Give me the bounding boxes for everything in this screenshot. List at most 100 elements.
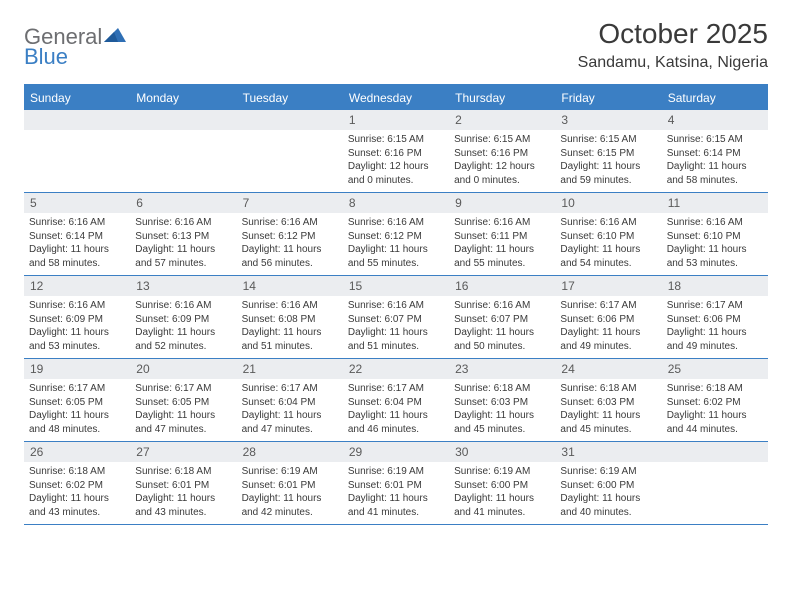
day-content: Sunrise: 6:18 AMSunset: 6:01 PMDaylight:… — [130, 462, 236, 524]
daylight-text: Daylight: 12 hours and 0 minutes. — [348, 160, 444, 187]
sunrise-text: Sunrise: 6:18 AM — [454, 382, 550, 396]
day-content: Sunrise: 6:19 AMSunset: 6:01 PMDaylight:… — [343, 462, 449, 524]
day-content: Sunrise: 6:15 AMSunset: 6:16 PMDaylight:… — [449, 130, 555, 192]
day-number: 31 — [555, 442, 661, 462]
page-header: General October 2025 Sandamu, Katsina, N… — [24, 18, 768, 72]
sunset-text: Sunset: 6:16 PM — [348, 147, 444, 161]
sunrise-text: Sunrise: 6:16 AM — [29, 216, 125, 230]
daylight-text: Daylight: 11 hours and 49 minutes. — [667, 326, 763, 353]
day-content: Sunrise: 6:16 AMSunset: 6:12 PMDaylight:… — [343, 213, 449, 275]
week-row: 19Sunrise: 6:17 AMSunset: 6:05 PMDayligh… — [24, 359, 768, 442]
day-cell: 15Sunrise: 6:16 AMSunset: 6:07 PMDayligh… — [343, 276, 449, 358]
daylight-text: Daylight: 11 hours and 51 minutes. — [348, 326, 444, 353]
daylight-text: Daylight: 11 hours and 49 minutes. — [560, 326, 656, 353]
day-number: 6 — [130, 193, 236, 213]
day-number-empty — [237, 110, 343, 130]
daylight-text: Daylight: 11 hours and 51 minutes. — [242, 326, 338, 353]
day-number: 24 — [555, 359, 661, 379]
day-content: Sunrise: 6:17 AMSunset: 6:04 PMDaylight:… — [343, 379, 449, 441]
day-content: Sunrise: 6:16 AMSunset: 6:07 PMDaylight:… — [343, 296, 449, 358]
daylight-text: Daylight: 11 hours and 45 minutes. — [454, 409, 550, 436]
sunrise-text: Sunrise: 6:17 AM — [135, 382, 231, 396]
day-cell: 28Sunrise: 6:19 AMSunset: 6:01 PMDayligh… — [237, 442, 343, 524]
day-header-saturday: Saturday — [662, 86, 768, 110]
day-cell: 22Sunrise: 6:17 AMSunset: 6:04 PMDayligh… — [343, 359, 449, 441]
sunset-text: Sunset: 6:10 PM — [667, 230, 763, 244]
sunset-text: Sunset: 6:12 PM — [348, 230, 444, 244]
day-cell: 20Sunrise: 6:17 AMSunset: 6:05 PMDayligh… — [130, 359, 236, 441]
day-content: Sunrise: 6:18 AMSunset: 6:02 PMDaylight:… — [24, 462, 130, 524]
sunset-text: Sunset: 6:03 PM — [560, 396, 656, 410]
calendar-page: General October 2025 Sandamu, Katsina, N… — [0, 0, 792, 543]
daylight-text: Daylight: 11 hours and 45 minutes. — [560, 409, 656, 436]
sunrise-text: Sunrise: 6:19 AM — [560, 465, 656, 479]
day-content: Sunrise: 6:18 AMSunset: 6:03 PMDaylight:… — [555, 379, 661, 441]
sunset-text: Sunset: 6:13 PM — [135, 230, 231, 244]
day-number: 3 — [555, 110, 661, 130]
sunrise-text: Sunrise: 6:17 AM — [348, 382, 444, 396]
week-row: 1Sunrise: 6:15 AMSunset: 6:16 PMDaylight… — [24, 110, 768, 193]
day-number: 1 — [343, 110, 449, 130]
daylight-text: Daylight: 11 hours and 54 minutes. — [560, 243, 656, 270]
day-content: Sunrise: 6:15 AMSunset: 6:16 PMDaylight:… — [343, 130, 449, 192]
day-content: Sunrise: 6:17 AMSunset: 6:04 PMDaylight:… — [237, 379, 343, 441]
day-number: 29 — [343, 442, 449, 462]
daylight-text: Daylight: 11 hours and 46 minutes. — [348, 409, 444, 436]
day-number: 23 — [449, 359, 555, 379]
sunset-text: Sunset: 6:07 PM — [454, 313, 550, 327]
day-header-wednesday: Wednesday — [343, 86, 449, 110]
sunset-text: Sunset: 6:07 PM — [348, 313, 444, 327]
day-number: 2 — [449, 110, 555, 130]
day-cell: 21Sunrise: 6:17 AMSunset: 6:04 PMDayligh… — [237, 359, 343, 441]
day-cell: 11Sunrise: 6:16 AMSunset: 6:10 PMDayligh… — [662, 193, 768, 275]
day-content: Sunrise: 6:17 AMSunset: 6:05 PMDaylight:… — [24, 379, 130, 441]
daylight-text: Daylight: 11 hours and 59 minutes. — [560, 160, 656, 187]
day-number: 5 — [24, 193, 130, 213]
day-number: 15 — [343, 276, 449, 296]
day-cell: 25Sunrise: 6:18 AMSunset: 6:02 PMDayligh… — [662, 359, 768, 441]
daylight-text: Daylight: 11 hours and 56 minutes. — [242, 243, 338, 270]
day-header-row: Sunday Monday Tuesday Wednesday Thursday… — [24, 86, 768, 110]
sunset-text: Sunset: 6:09 PM — [29, 313, 125, 327]
day-cell: 14Sunrise: 6:16 AMSunset: 6:08 PMDayligh… — [237, 276, 343, 358]
sunset-text: Sunset: 6:06 PM — [667, 313, 763, 327]
sunrise-text: Sunrise: 6:15 AM — [454, 133, 550, 147]
daylight-text: Daylight: 11 hours and 41 minutes. — [348, 492, 444, 519]
day-number: 7 — [237, 193, 343, 213]
day-cell: 30Sunrise: 6:19 AMSunset: 6:00 PMDayligh… — [449, 442, 555, 524]
day-number: 20 — [130, 359, 236, 379]
day-content: Sunrise: 6:16 AMSunset: 6:10 PMDaylight:… — [662, 213, 768, 275]
sunset-text: Sunset: 6:14 PM — [29, 230, 125, 244]
day-content: Sunrise: 6:16 AMSunset: 6:11 PMDaylight:… — [449, 213, 555, 275]
daylight-text: Daylight: 11 hours and 52 minutes. — [135, 326, 231, 353]
daylight-text: Daylight: 11 hours and 48 minutes. — [29, 409, 125, 436]
sunset-text: Sunset: 6:08 PM — [242, 313, 338, 327]
daylight-text: Daylight: 11 hours and 44 minutes. — [667, 409, 763, 436]
sunrise-text: Sunrise: 6:17 AM — [667, 299, 763, 313]
sunrise-text: Sunrise: 6:16 AM — [667, 216, 763, 230]
sunrise-text: Sunrise: 6:17 AM — [29, 382, 125, 396]
weeks-container: 1Sunrise: 6:15 AMSunset: 6:16 PMDaylight… — [24, 110, 768, 525]
location-subtitle: Sandamu, Katsina, Nigeria — [578, 54, 768, 72]
day-content: Sunrise: 6:18 AMSunset: 6:03 PMDaylight:… — [449, 379, 555, 441]
day-number: 19 — [24, 359, 130, 379]
day-number: 27 — [130, 442, 236, 462]
sunrise-text: Sunrise: 6:16 AM — [29, 299, 125, 313]
day-content: Sunrise: 6:16 AMSunset: 6:14 PMDaylight:… — [24, 213, 130, 275]
day-content: Sunrise: 6:17 AMSunset: 6:06 PMDaylight:… — [555, 296, 661, 358]
day-content: Sunrise: 6:19 AMSunset: 6:00 PMDaylight:… — [449, 462, 555, 524]
day-number: 14 — [237, 276, 343, 296]
day-number-empty — [24, 110, 130, 130]
day-cell: 19Sunrise: 6:17 AMSunset: 6:05 PMDayligh… — [24, 359, 130, 441]
day-content: Sunrise: 6:15 AMSunset: 6:14 PMDaylight:… — [662, 130, 768, 192]
sunrise-text: Sunrise: 6:16 AM — [454, 216, 550, 230]
day-cell: 31Sunrise: 6:19 AMSunset: 6:00 PMDayligh… — [555, 442, 661, 524]
daylight-text: Daylight: 11 hours and 47 minutes. — [242, 409, 338, 436]
day-cell: 17Sunrise: 6:17 AMSunset: 6:06 PMDayligh… — [555, 276, 661, 358]
day-content: Sunrise: 6:19 AMSunset: 6:01 PMDaylight:… — [237, 462, 343, 524]
sunset-text: Sunset: 6:10 PM — [560, 230, 656, 244]
day-number: 17 — [555, 276, 661, 296]
sunset-text: Sunset: 6:02 PM — [667, 396, 763, 410]
sunset-text: Sunset: 6:04 PM — [242, 396, 338, 410]
daylight-text: Daylight: 11 hours and 58 minutes. — [667, 160, 763, 187]
